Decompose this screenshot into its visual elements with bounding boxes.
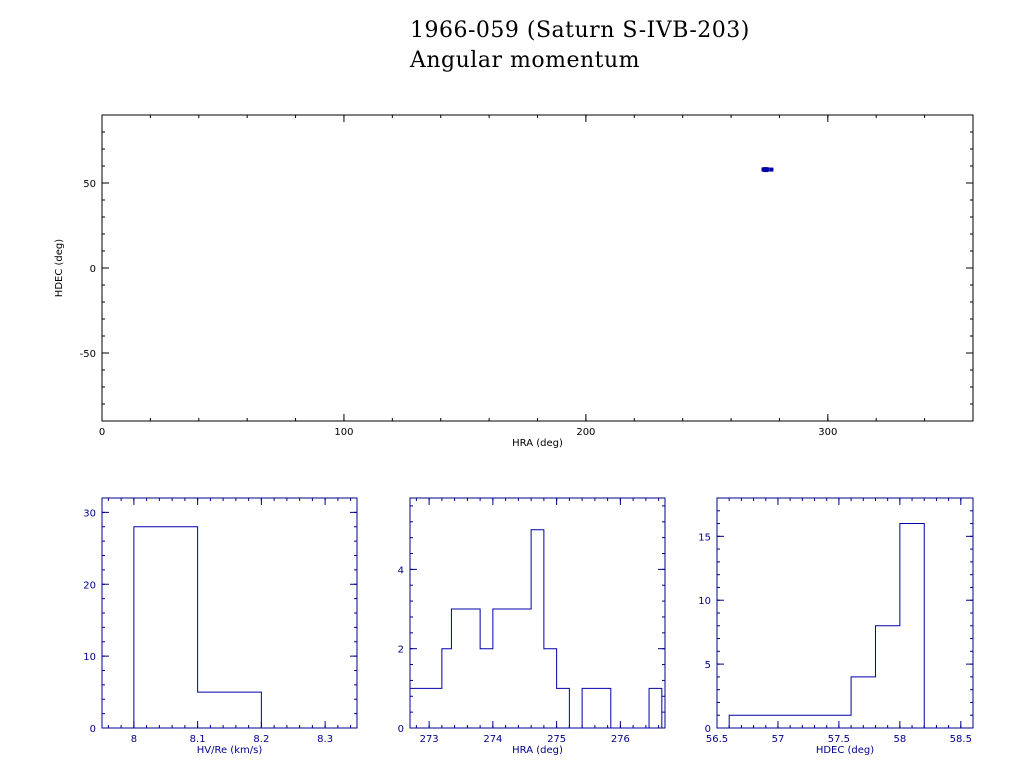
- x-tick-label: 100: [334, 427, 353, 438]
- x-tick-label: 274: [483, 734, 502, 745]
- histogram-bin: [900, 524, 924, 728]
- x-tick-label: 300: [818, 427, 837, 438]
- histogram-bin: [442, 649, 452, 728]
- y-tick-label: 10: [83, 652, 96, 663]
- x-tick-label: 58: [893, 734, 906, 745]
- y-tick-label: -50: [80, 349, 96, 360]
- y-tick-label: 50: [83, 179, 96, 190]
- y-tick-label: 2: [398, 645, 404, 656]
- x-tick-label: 8.1: [190, 734, 206, 745]
- x-tick-label: 8.3: [317, 734, 333, 745]
- x-tick-label: 57.5: [828, 734, 850, 745]
- x-axis-label: HRA (deg): [512, 438, 563, 449]
- x-tick-label: 200: [576, 427, 595, 438]
- x-axis-label: HV/Re (km/s): [197, 745, 263, 756]
- y-tick-label: 4: [398, 565, 404, 576]
- plot-panel-1: 0 100 200 300 -50 0 50 HRA (deg) HDEC (deg): [54, 114, 974, 449]
- histogram-bin: [134, 527, 198, 728]
- histogram-bin: [198, 692, 262, 728]
- plot-frame: [101, 497, 358, 729]
- x-tick-label: 58.5: [950, 734, 972, 745]
- y-tick-label: 0: [705, 724, 711, 735]
- plot-frame: [716, 497, 974, 729]
- histogram-bin: [410, 688, 442, 728]
- histogram-bin: [582, 688, 611, 728]
- histogram-bin: [557, 688, 570, 728]
- data-point: [769, 167, 774, 172]
- x-tick-label: 56.5: [706, 734, 728, 745]
- y-axis-label: HDEC (deg): [54, 239, 65, 297]
- chart-subtitle: Angular momentum: [410, 48, 640, 73]
- x-tick-label: 0: [99, 427, 105, 438]
- plot-panel-3: 273 274 275 276 0 2 4 HRA (deg): [398, 497, 666, 756]
- x-tick-label: 57: [772, 734, 785, 745]
- x-axis-label: HRA (deg): [512, 745, 563, 756]
- histogram-outline: [728, 523, 925, 728]
- histogram-bin: [875, 626, 899, 728]
- y-tick-label: 20: [83, 580, 96, 591]
- x-tick-label: 276: [611, 734, 630, 745]
- y-tick-label: 5: [705, 660, 711, 671]
- y-tick-label: 30: [83, 508, 96, 519]
- title-block: 1966-059 (Saturn S-IVB-203) Angular mome…: [410, 16, 750, 76]
- x-tick-label: 275: [547, 734, 566, 745]
- histogram-outline: [409, 529, 663, 729]
- x-tick-label: 8: [131, 734, 137, 745]
- x-axis-label: HDEC (deg): [816, 745, 874, 756]
- histogram-bin: [531, 530, 544, 728]
- y-tick-label: 0: [398, 724, 404, 735]
- histogram-bin: [544, 649, 557, 728]
- plot-panel-4: 56.5 57 57.5 58 58.5 0 5 10 15 HDEC (deg): [698, 497, 974, 756]
- histogram-bin: [480, 649, 493, 728]
- histogram-bin: [851, 677, 875, 728]
- chart-title: 1966-059 (Saturn S-IVB-203): [410, 18, 750, 43]
- histogram-bin: [649, 688, 662, 728]
- plot-panel-2: 8 8.1 8.2 8.3 0 10 20 30 HV/Re (km/s): [83, 497, 358, 756]
- x-tick-label: 8.2: [253, 734, 269, 745]
- y-tick-label: 10: [698, 596, 711, 607]
- plot-frame: [409, 497, 666, 729]
- data-point: [764, 168, 769, 173]
- y-tick-label: 0: [90, 724, 96, 735]
- histogram-bin: [451, 609, 480, 728]
- y-tick-label: 15: [698, 532, 711, 543]
- histogram-outline: [133, 526, 262, 728]
- plot-frame: [101, 114, 974, 422]
- y-tick-label: 0: [90, 264, 96, 275]
- x-tick-label: 273: [420, 734, 439, 745]
- histogram-bin: [493, 609, 531, 728]
